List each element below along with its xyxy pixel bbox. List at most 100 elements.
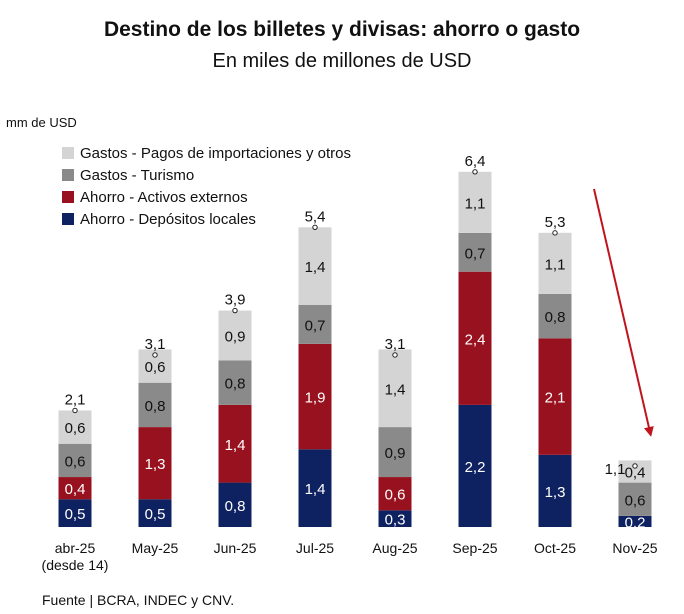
segment-value-label: 0,8 <box>545 309 566 326</box>
segment-value-label: 0,3 <box>385 512 406 529</box>
bar-segment-depositos_locales <box>218 482 252 527</box>
segment-value-label: 0,9 <box>225 329 246 346</box>
bar-segment-depositos_locales <box>618 515 652 527</box>
trend-arrow <box>593 188 654 437</box>
unit-label: mm de USD <box>6 115 77 130</box>
category-label: abr-25 <box>55 540 96 556</box>
bar-segment-turismo <box>58 443 92 478</box>
bar-segment-turismo <box>618 482 652 516</box>
segment-value-label: 0,6 <box>65 420 86 437</box>
legend-swatch-turismo <box>62 169 74 181</box>
segment-value-label: 0,4 <box>625 465 646 482</box>
segment-value-label: 1,4 <box>225 437 246 454</box>
legend-swatch-activos-externos <box>62 191 74 203</box>
bar-segment-importaciones <box>58 410 92 444</box>
segment-value-label: 2,1 <box>545 390 566 407</box>
legend-label-depositos-locales: Ahorro - Depósitos locales <box>80 210 256 228</box>
segment-value-label: 2,2 <box>465 459 486 476</box>
bar-segment-depositos_locales <box>538 454 572 527</box>
legend-swatch-depositos-locales <box>62 213 74 225</box>
total-marker <box>392 352 398 358</box>
total-marker <box>152 352 158 358</box>
chart-title: Destino de los billetes y divisas: ahorr… <box>103 18 581 41</box>
segment-value-label: 0,6 <box>625 492 646 509</box>
total-marker <box>552 230 558 236</box>
bar-segment-turismo <box>218 360 252 405</box>
bar-segment-depositos_locales <box>58 499 92 527</box>
bar-segment-activos_externos <box>378 477 412 511</box>
segment-value-label: 1,4 <box>385 381 406 398</box>
segment-value-label: 0,5 <box>65 506 86 523</box>
segment-value-label: 0,8 <box>225 498 246 515</box>
total-marker <box>232 307 238 314</box>
total-label: 6,4 <box>465 153 486 170</box>
legend-item-depositos-locales: Ahorro - Depósitos locales <box>62 208 351 230</box>
segment-value-label: 1,4 <box>305 259 326 276</box>
bar-segment-importaciones <box>378 349 412 428</box>
bar-segment-importaciones <box>458 171 492 233</box>
legend-swatch-importaciones <box>62 147 74 159</box>
total-marker <box>472 169 478 175</box>
bar-segment-importaciones <box>218 310 252 361</box>
segment-value-label: 1,3 <box>145 456 166 473</box>
legend-item-activos-externos: Ahorro - Activos externos <box>62 186 351 208</box>
category-label: May-25 <box>132 540 179 556</box>
legend-item-importaciones: Gastos - Pagos de importaciones y otros <box>62 142 351 164</box>
category-label: Oct-25 <box>534 540 576 556</box>
segment-value-label: 0,7 <box>465 245 486 262</box>
legend-label-turismo: Gastos - Turismo <box>80 166 195 184</box>
chart-subtitle: En miles de millones de USD <box>212 50 472 72</box>
bar-segment-depositos_locales <box>378 510 412 527</box>
segment-value-label: 1,9 <box>305 390 326 407</box>
bar-segment-importaciones <box>538 232 572 294</box>
segment-value-label: 1,3 <box>545 484 566 501</box>
total-label: 5,3 <box>545 214 566 231</box>
bar-segment-depositos_locales <box>298 449 332 527</box>
bar-segment-turismo <box>138 382 172 428</box>
segment-value-label: 0,4 <box>65 481 86 498</box>
segment-value-label: 1,4 <box>305 481 326 498</box>
category-label: Sep-25 <box>452 540 497 556</box>
segment-value-label: 0,9 <box>385 445 406 462</box>
bar-segment-turismo <box>298 305 332 344</box>
segment-value-label: 0,6 <box>65 453 86 470</box>
segment-value-label: 0,8 <box>145 398 166 415</box>
legend-label-importaciones: Gastos - Pagos de importaciones y otros <box>80 144 351 162</box>
bar-segment-activos_externos <box>58 477 92 500</box>
bar-segment-activos_externos <box>138 427 172 500</box>
segment-value-label: 0,7 <box>305 317 326 334</box>
category-label: (desde 14) <box>42 557 109 573</box>
category-label: Nov-25 <box>612 540 657 556</box>
total-label: 3,1 <box>385 336 406 353</box>
bar-segment-importaciones <box>298 227 332 305</box>
legend: Gastos - Pagos de importaciones y otros … <box>62 142 351 230</box>
total-marker <box>72 407 78 414</box>
total-label: 3,1 <box>145 336 166 353</box>
bar-segment-depositos_locales <box>458 404 492 527</box>
category-label: Jul-25 <box>296 540 334 556</box>
segment-value-label: 0,6 <box>145 359 166 376</box>
total-label: 1,1 <box>605 461 626 478</box>
segment-value-label: 0,6 <box>385 487 406 504</box>
bar-segment-depositos_locales <box>138 499 172 527</box>
bar-segment-importaciones <box>618 460 652 483</box>
segment-value-label: 0,2 <box>625 514 646 531</box>
bar-segment-turismo <box>538 293 572 339</box>
total-marker <box>632 463 638 469</box>
bar-segment-activos_externos <box>458 271 492 405</box>
category-label: Jun-25 <box>214 540 257 556</box>
total-label: 2,1 <box>65 391 86 408</box>
total-marker <box>312 224 318 231</box>
bar-segment-activos_externos <box>538 338 572 455</box>
source-note: Fuente | BCRA, INDEC y CNV. <box>42 592 235 608</box>
bar-segment-activos_externos <box>298 343 332 450</box>
segment-value-label: 0,5 <box>145 506 166 523</box>
bar-segment-turismo <box>378 427 412 478</box>
legend-item-turismo: Gastos - Turismo <box>62 164 351 186</box>
bar-segment-turismo <box>458 232 492 272</box>
category-label: Aug-25 <box>372 540 417 556</box>
segment-value-label: 1,1 <box>465 195 486 212</box>
total-label: 3,9 <box>225 292 246 309</box>
segment-value-label: 0,8 <box>225 376 246 393</box>
